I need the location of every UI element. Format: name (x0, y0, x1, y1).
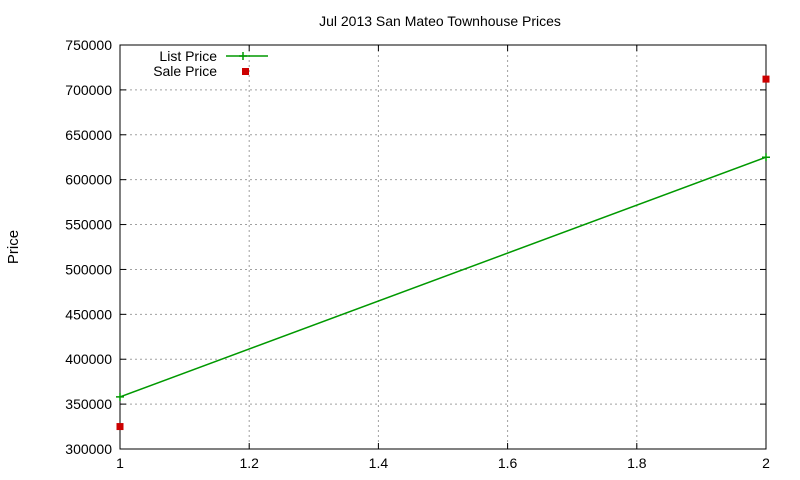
y-tick-label: 750000 (65, 37, 112, 53)
list-price-point (762, 153, 770, 162)
list-price-point (116, 392, 124, 401)
sale-price-point (116, 423, 124, 431)
y-tick-label: 450000 (65, 306, 112, 322)
y-tick-label: 500000 (65, 261, 112, 277)
y-tick-label: 300000 (65, 441, 112, 457)
y-tick-label: 650000 (65, 127, 112, 143)
grid-layer (120, 45, 766, 449)
y-tick-label: 350000 (65, 396, 112, 412)
series-layer (116, 75, 770, 431)
legend-marker-sale-price (242, 68, 249, 75)
x-tick-label: 1.6 (498, 455, 518, 471)
y-tick-label: 550000 (65, 217, 112, 233)
sale-price-point (762, 75, 770, 83)
legend-label-sale-price: Sale Price (153, 63, 217, 79)
y-tick-label: 700000 (65, 82, 112, 98)
legend: List Price Sale Price (153, 48, 268, 79)
x-tick-label: 1.8 (627, 455, 647, 471)
y-tick-label: 600000 (65, 172, 112, 188)
ticks-layer: 300000 350000 400000 450000 500000 550000 6000… (65, 37, 770, 471)
plot-frame (119, 44, 767, 450)
legend-label-list-price: List Price (159, 48, 217, 64)
y-axis-label: Price (5, 230, 22, 264)
legend-marker-list-price (239, 52, 247, 60)
x-tick-label: 1 (116, 455, 124, 471)
chart-title: Jul 2013 San Mateo Townhouse Prices (319, 13, 561, 29)
x-tick-label: 1.2 (239, 455, 259, 471)
y-tick-label: 400000 (65, 351, 112, 367)
x-tick-label: 2 (762, 455, 770, 471)
x-tick-label: 1.4 (369, 455, 389, 471)
list-price-line (119, 156, 767, 398)
